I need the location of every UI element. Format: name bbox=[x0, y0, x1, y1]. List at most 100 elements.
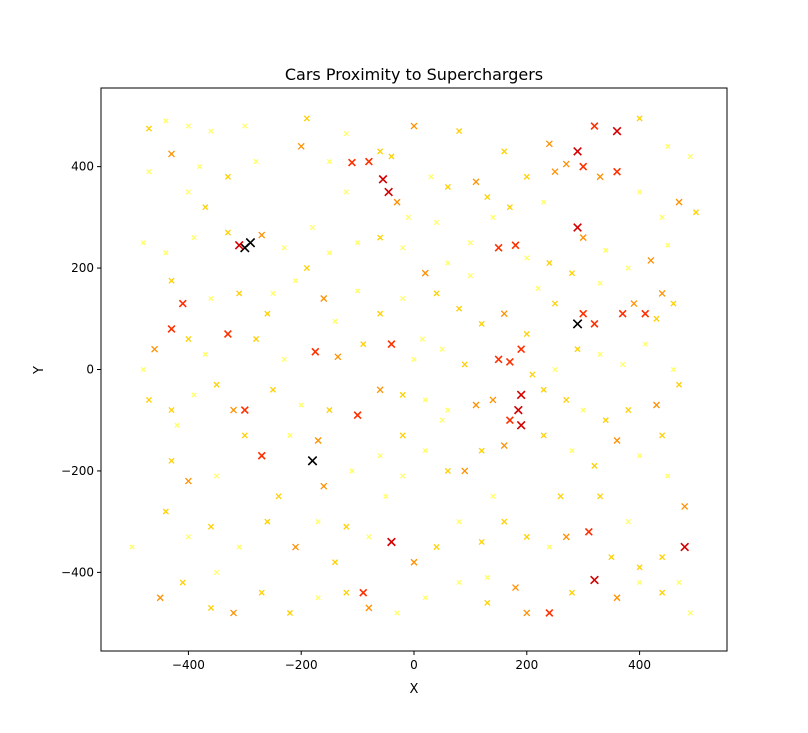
scatter-point bbox=[292, 543, 300, 551]
scatter-point bbox=[207, 604, 215, 611]
scatter-point bbox=[490, 214, 496, 220]
scatter-point bbox=[579, 234, 587, 242]
scatter-point bbox=[281, 245, 287, 251]
scatter-point bbox=[512, 584, 519, 592]
scatter-point bbox=[315, 595, 321, 601]
scatter-point bbox=[445, 260, 451, 266]
scatter-point bbox=[433, 219, 440, 226]
scatter-point bbox=[410, 558, 418, 566]
x-tick-label: 400 bbox=[628, 658, 651, 672]
scatter-point bbox=[665, 242, 671, 248]
scatter-point bbox=[422, 595, 428, 601]
scatter-point bbox=[433, 290, 440, 297]
scatter-point bbox=[162, 508, 169, 515]
scatter-point bbox=[270, 290, 276, 297]
scatter-point bbox=[360, 341, 367, 348]
scatter-point bbox=[523, 533, 530, 540]
scatter-point bbox=[326, 250, 333, 256]
scatter-point bbox=[545, 140, 553, 148]
scatter-point bbox=[383, 493, 389, 499]
scatter-point bbox=[213, 473, 220, 479]
scatter-point bbox=[202, 204, 209, 211]
scatter-point bbox=[620, 361, 626, 368]
scatter-point bbox=[573, 223, 582, 232]
scatter-point bbox=[207, 523, 215, 530]
scatter-point bbox=[653, 401, 660, 409]
scatter-point bbox=[258, 589, 265, 596]
scatter-point bbox=[287, 432, 293, 439]
scatter-point bbox=[223, 330, 232, 338]
scatter-point bbox=[456, 579, 462, 586]
scatter-point bbox=[625, 519, 631, 525]
scatter-point bbox=[145, 125, 152, 132]
scatter-point bbox=[597, 280, 603, 286]
y-tick-label: 0 bbox=[86, 363, 94, 377]
scatter-point bbox=[546, 259, 553, 267]
x-axis-label: X bbox=[410, 682, 419, 697]
y-axis-label: Y bbox=[32, 366, 47, 375]
scatter-point bbox=[241, 432, 248, 439]
scatter-point bbox=[670, 300, 677, 307]
scatter-point bbox=[230, 609, 237, 617]
scatter-point bbox=[394, 610, 400, 616]
scatter-point bbox=[551, 168, 559, 176]
scatter-point bbox=[343, 523, 350, 530]
scatter-point bbox=[343, 189, 349, 195]
scatter-point bbox=[140, 240, 146, 246]
scatter-point bbox=[311, 347, 320, 356]
scatter-point bbox=[320, 295, 328, 302]
scatter-point bbox=[540, 432, 547, 439]
scatter-point bbox=[591, 462, 598, 469]
scatter-point bbox=[687, 153, 694, 160]
scatter-point bbox=[168, 457, 175, 464]
scatter-point bbox=[245, 237, 256, 248]
scatter-point bbox=[275, 493, 282, 500]
scatter-point bbox=[410, 122, 418, 130]
scatter-point bbox=[603, 247, 609, 253]
y-tick-label: −200 bbox=[61, 464, 94, 478]
scatter-point bbox=[569, 447, 575, 454]
scatter-point bbox=[511, 241, 520, 250]
scatter-point bbox=[500, 310, 508, 318]
scatter-point bbox=[178, 299, 187, 308]
scatter-point bbox=[156, 594, 164, 602]
scatter-point bbox=[168, 277, 175, 284]
scatter-point bbox=[494, 355, 503, 364]
scatter-point bbox=[242, 123, 248, 129]
scatter-point bbox=[461, 467, 469, 475]
scatter-point bbox=[168, 407, 175, 414]
y-tick-label: −400 bbox=[61, 565, 94, 579]
scatter-point bbox=[541, 199, 547, 205]
scatter-point bbox=[472, 401, 480, 409]
scatter-point bbox=[326, 407, 333, 414]
scatter-point bbox=[584, 527, 593, 536]
scatter-point bbox=[568, 589, 575, 596]
scatter-point bbox=[563, 396, 570, 403]
y-tick-label: 200 bbox=[71, 261, 94, 275]
scatter-point bbox=[501, 518, 508, 525]
scatter-point bbox=[303, 264, 310, 272]
scatter-point bbox=[456, 305, 463, 312]
scatter-point bbox=[484, 574, 490, 581]
scatter-point bbox=[334, 353, 342, 361]
scatter-point bbox=[579, 309, 588, 318]
scatter-point bbox=[224, 229, 231, 236]
scatter-point bbox=[612, 126, 622, 136]
scatter-point bbox=[281, 356, 287, 363]
scatter-point bbox=[568, 270, 575, 277]
scatter-point bbox=[320, 482, 328, 490]
scatter-point bbox=[545, 608, 554, 617]
scatter-point bbox=[234, 240, 244, 250]
scatter-point bbox=[140, 366, 146, 373]
scatter-point bbox=[680, 542, 690, 552]
scatter-point bbox=[387, 537, 396, 547]
scatter-point bbox=[513, 405, 523, 415]
scatter-point bbox=[676, 381, 683, 388]
scatter-point bbox=[608, 554, 615, 561]
scatter-point bbox=[264, 310, 271, 317]
scatter-point bbox=[365, 604, 373, 612]
scatter-point bbox=[326, 158, 333, 165]
scatter-point bbox=[405, 214, 412, 220]
